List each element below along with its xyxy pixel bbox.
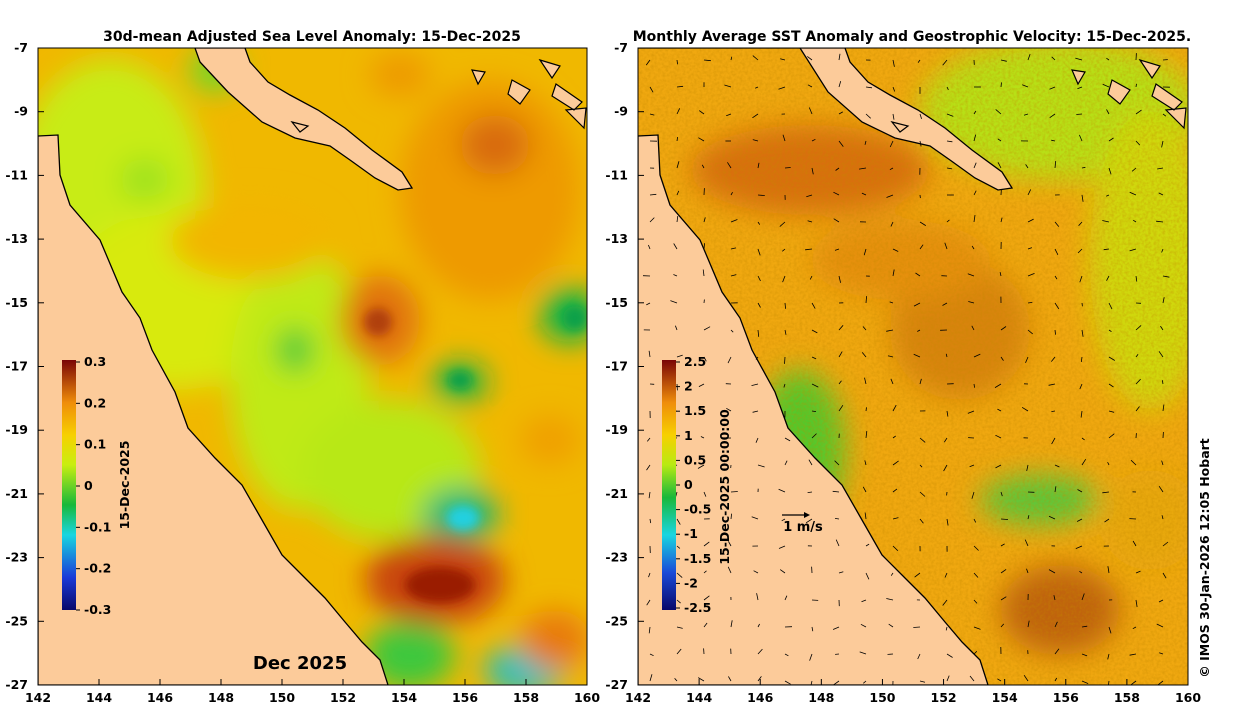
- y-tick-label: -23: [5, 550, 28, 565]
- y-tick-label: -11: [5, 167, 28, 182]
- colorbar-tick-label: 2: [684, 379, 693, 394]
- velocity-vector: [785, 357, 786, 364]
- y-tick-label: -25: [5, 613, 28, 628]
- y-tick-label: -11: [605, 167, 628, 182]
- y-tick-label: -27: [5, 677, 28, 692]
- x-tick-label: 156: [452, 690, 478, 705]
- x-tick-label: 144: [686, 690, 712, 705]
- colorbar-tick-label: 2.5: [684, 354, 706, 369]
- sst-title: Monthly Average SST Anomaly and Geostrop…: [633, 29, 1191, 45]
- y-tick-label: -19: [5, 422, 28, 437]
- sla-field: [15, 48, 600, 695]
- velocity-vector: [866, 407, 867, 411]
- velocity-vector: [731, 492, 738, 493]
- x-tick-label: 160: [1175, 690, 1201, 705]
- colorbar-tick-label: -2: [684, 575, 698, 590]
- velocity-vector: [1001, 519, 1008, 520]
- x-tick-label: 144: [86, 690, 112, 705]
- velocity-vector: [1076, 114, 1082, 115]
- colorbar-tick-label: 1: [684, 428, 693, 443]
- velocity-scale-label: 1 m/s: [783, 520, 823, 535]
- y-tick-label: -7: [614, 40, 628, 55]
- sla-colorbar: [62, 360, 76, 610]
- x-tick-label: 152: [330, 690, 356, 705]
- x-tick-label: 142: [625, 690, 651, 705]
- velocity-vector: [1136, 84, 1137, 87]
- x-tick-label: 160: [574, 690, 600, 705]
- y-tick-label: -7: [14, 40, 28, 55]
- y-tick-label: -25: [605, 613, 628, 628]
- x-tick-label: 148: [208, 690, 234, 705]
- y-tick-label: -13: [5, 231, 28, 246]
- x-tick-label: 158: [513, 690, 539, 705]
- velocity-vector: [785, 168, 791, 169]
- x-tick-label: 152: [931, 690, 957, 705]
- x-tick-label: 158: [1114, 690, 1140, 705]
- y-tick-label: -21: [605, 486, 628, 501]
- imos-credit: © IMOS 30-Jan-2026 12:05 Hobart: [1197, 438, 1212, 678]
- sla-title: 30d-mean Adjusted Sea Level Anomaly: 15-…: [103, 29, 521, 45]
- sst-colorbar: [662, 360, 676, 610]
- colorbar-tick-label: 0: [84, 478, 93, 493]
- colorbar-tick-label: -0.1: [84, 519, 111, 534]
- x-tick-label: 146: [747, 690, 773, 705]
- colorbar-tick-label: -1.5: [684, 551, 711, 566]
- colorbar-tick-label: -1: [684, 526, 698, 541]
- colorbar-tick-label: -0.2: [84, 561, 111, 576]
- colorbar-tick-label: 0.2: [84, 395, 106, 410]
- velocity-vector: [1001, 82, 1002, 87]
- colorbar-tick-label: 1.5: [684, 403, 706, 418]
- y-tick-label: -15: [5, 295, 28, 310]
- colorbar-tick-label: -2.5: [684, 600, 711, 615]
- sla-colorbar-label: 15-Dec-2025: [117, 441, 132, 530]
- sla-map-panel: 30d-mean Adjusted Sea Level Anomaly: 15-…: [5, 29, 600, 705]
- y-tick-label: -9: [14, 104, 28, 119]
- x-tick-label: 154: [992, 690, 1018, 705]
- y-tick-label: -15: [605, 295, 628, 310]
- colorbar-tick-label: 0.1: [84, 437, 106, 452]
- y-tick-label: -23: [605, 550, 628, 565]
- y-tick-label: -17: [605, 359, 628, 374]
- y-tick-label: -27: [605, 677, 628, 692]
- colorbar-tick-label: -0.3: [84, 602, 111, 617]
- y-tick-label: -13: [605, 231, 628, 246]
- velocity-vector: [913, 627, 920, 628]
- sst-field: [638, 40, 1210, 688]
- month-label: Dec 2025: [253, 653, 347, 674]
- y-tick-label: -21: [5, 486, 28, 501]
- colorbar-tick-label: 0.3: [84, 354, 106, 369]
- colorbar-tick-label: 0: [684, 477, 693, 492]
- x-tick-label: 150: [269, 690, 295, 705]
- y-tick-label: -19: [605, 422, 628, 437]
- y-tick-label: -9: [614, 104, 628, 119]
- colorbar-tick-label: -0.5: [684, 502, 711, 517]
- sst-map-panel: Monthly Average SST Anomaly and Geostrop…: [605, 29, 1210, 705]
- x-tick-label: 150: [869, 690, 895, 705]
- sst-colorbar-label: 15-Dec-2025 00:00:00: [717, 409, 732, 565]
- x-tick-label: 156: [1053, 690, 1079, 705]
- y-tick-label: -17: [5, 359, 28, 374]
- x-tick-label: 154: [391, 690, 417, 705]
- x-tick-label: 148: [808, 690, 834, 705]
- x-tick-label: 142: [25, 690, 51, 705]
- x-tick-label: 146: [147, 690, 173, 705]
- colorbar-tick-label: 0.5: [684, 452, 706, 467]
